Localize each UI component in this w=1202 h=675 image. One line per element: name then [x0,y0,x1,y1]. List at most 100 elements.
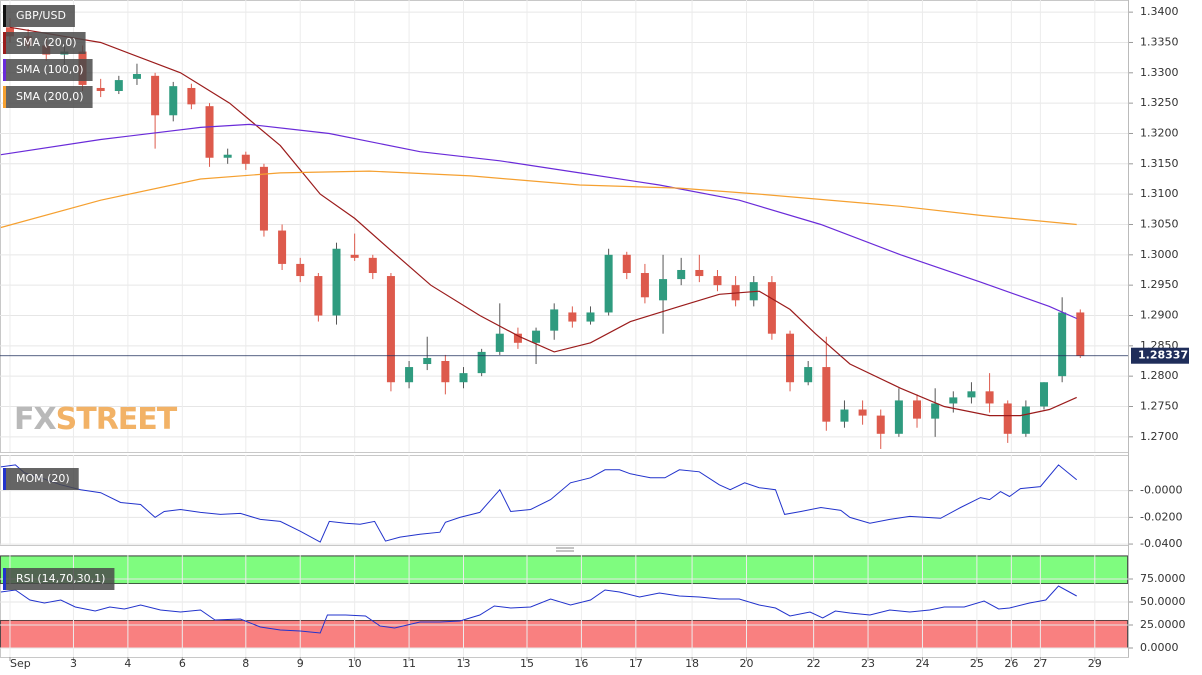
legend-item: SMA (20,0) [3,32,86,54]
legend-item: RSI (14,70,30,1) [3,568,115,590]
legend-text: SMA (20,0) [16,36,77,49]
x-tick-label: 29 [1088,657,1102,670]
y-tick-label: 1.3150 [1140,157,1179,170]
legend-bg [3,86,93,108]
candle-body [1003,403,1012,434]
x-tick-label: 3 [70,657,77,670]
candle-body [386,276,395,383]
candle-body [495,333,504,352]
y-tick-label: 1.2800 [1140,369,1179,382]
candle-body [876,415,885,434]
watermark-part: FX [14,402,56,437]
legend-marker [3,5,6,27]
line-series [0,585,1077,634]
candle-body [477,351,486,374]
candle-body [659,279,668,301]
x-tick-label: 24 [915,657,929,670]
y-tick-label: -0.0400 [1140,537,1182,550]
candle-body [350,254,359,258]
y-tick-label: -0.0000 [1140,484,1182,497]
panel-frame [0,0,1129,453]
candle-body [296,263,305,277]
legend-marker [3,468,6,490]
legend-text: SMA (200,0) [16,90,84,103]
legend-text: RSI (14,70,30,1) [16,572,105,585]
x-tick-label: 25 [970,657,984,670]
y-tick-label: 0.0000 [1140,641,1179,654]
x-tick-label: 4 [124,657,131,670]
candle-body [132,74,141,79]
legend-item: MOM (20) [3,468,79,490]
candle-body [368,257,377,274]
y-tick-label: 1.2950 [1140,278,1179,291]
candle-body [278,230,287,264]
y-tick-label: 1.3350 [1140,35,1179,48]
x-tick-label: 15 [520,657,534,670]
x-tick-label: 17 [629,657,643,670]
legend-item: SMA (200,0) [3,86,93,108]
x-tick-label: 8 [242,657,249,670]
y-tick-label: 1.2750 [1140,399,1179,412]
candle-body [713,276,722,286]
legend-marker [3,32,6,54]
candle-body [513,333,522,343]
candle-body [913,400,922,419]
last-price-label: 1.28337 [1138,349,1188,362]
candle-body [205,106,214,158]
legend-bg [3,468,79,490]
candle-body [622,254,631,274]
candle-body [695,269,704,277]
candle-body [5,27,14,37]
candle-body [441,360,450,383]
candle-body [96,87,105,92]
y-tick-label: 1.2900 [1140,308,1179,321]
y-tick-label: 1.2700 [1140,430,1179,443]
candle-body [949,397,958,404]
candle-body [405,367,414,383]
candle-body [223,154,232,158]
candle-body [804,367,813,383]
x-tick-label: 11 [402,657,416,670]
candle-body [423,357,432,365]
y-tick-label: 1.3400 [1140,5,1179,18]
x-tick-label: 13 [456,657,470,670]
legend-item: GBP/USD [3,5,75,27]
candle-body [822,367,831,422]
x-tick-label: 9 [297,657,304,670]
candle-body [894,400,903,434]
y-tick-label: 1.3250 [1140,96,1179,109]
legend-bg [3,5,75,27]
legend-bg [3,32,86,54]
candle-body [568,312,577,322]
x-tick-label: 27 [1033,657,1047,670]
legend-bg [3,59,93,81]
x-tick-label: Sep [10,657,31,670]
legend-text: SMA (100,0) [16,63,84,76]
y-tick-label: -0.0200 [1140,510,1182,523]
x-tick-label: 26 [1004,657,1018,670]
candle-body [1021,406,1030,434]
watermark: FXSTREET [14,402,178,437]
x-tick-label: 6 [179,657,186,670]
line-series [9,26,1077,417]
x-tick-label: 10 [348,657,362,670]
line-series [0,170,1077,229]
x-tick-label: 16 [574,657,588,670]
candle-body [786,333,795,383]
legend-marker [3,86,6,108]
candle-body [985,391,994,404]
candle-body [259,166,268,231]
last-price-box [1131,347,1189,364]
candle-body [767,282,776,334]
legend-marker [3,59,6,81]
y-tick-label: 25.0000 [1140,618,1186,631]
watermark-part: STREET [56,402,178,437]
legend-text: MOM (20) [16,472,70,485]
y-tick-label: 50.0000 [1140,595,1186,608]
y-tick-label: 75.0000 [1140,572,1186,585]
candle-body [550,309,559,331]
candle-body [931,403,940,419]
candle-body [858,409,867,416]
